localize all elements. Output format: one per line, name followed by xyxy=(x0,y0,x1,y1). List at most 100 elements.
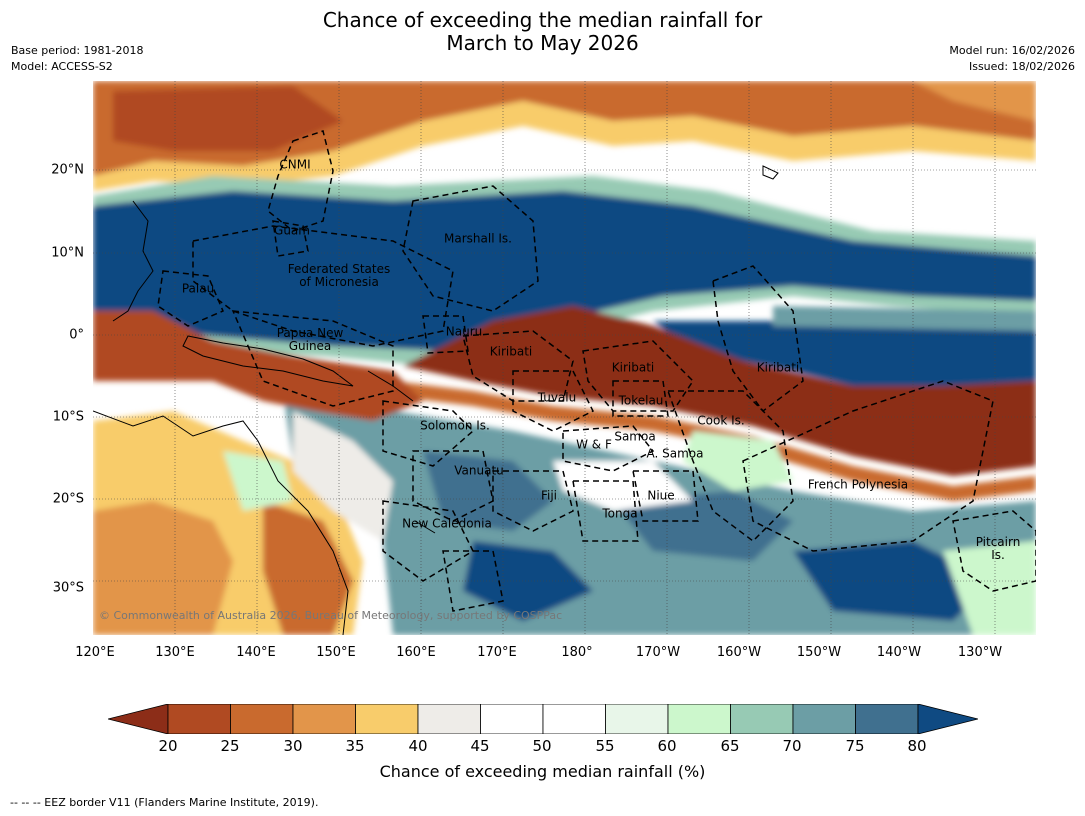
colorbar-tick: 75 xyxy=(845,737,865,755)
eez-guam xyxy=(272,220,309,257)
north-dry-region xyxy=(93,81,1036,176)
southern-green-patch-1 xyxy=(683,431,793,491)
label-french-polynesia: French Polynesia xyxy=(807,477,909,492)
colorbar-bin xyxy=(355,704,419,734)
label-palau: Palau xyxy=(181,281,215,296)
colorbar-bin xyxy=(542,704,606,734)
eez-frpoly xyxy=(742,380,994,552)
x-tick: 130°E xyxy=(155,645,195,660)
graticule xyxy=(93,81,1036,635)
australia-coast xyxy=(93,410,349,635)
eez-norfolk xyxy=(442,550,504,612)
hawaii xyxy=(762,165,779,180)
label-wallis-futuna: W & F xyxy=(576,437,612,452)
colorbar-tick: 70 xyxy=(782,737,802,755)
colorbar-tick: 50 xyxy=(532,737,552,755)
eez-footnote: -- -- -- EEZ border V11 (Flanders Marine… xyxy=(10,796,319,809)
x-tick: 140°E xyxy=(236,645,276,660)
label-fsm-line-1: Federated States xyxy=(287,262,391,276)
label-png: Papua New Guinea xyxy=(277,327,344,353)
issued-date: Issued: 18/02/2026 xyxy=(968,60,1075,73)
eez-nauru xyxy=(422,315,469,354)
label-kiribati-west: Kiribati xyxy=(489,344,533,359)
australia-brown-region xyxy=(263,501,353,635)
label-fsm-line-2: of Micronesia xyxy=(299,275,379,289)
label-vanuatu: Vanuatu xyxy=(454,463,504,478)
copyright-notice: © Commonwealth of Australia 2026, Bureau… xyxy=(99,609,563,622)
y-tick: 20°N xyxy=(51,162,84,178)
x-tick: 150°W xyxy=(796,645,842,660)
coral-sea-grey xyxy=(293,411,393,541)
eez-palau xyxy=(157,270,224,327)
base-period: Base period: 1981-2018 xyxy=(11,44,144,57)
new-guinea-coast xyxy=(182,335,354,387)
label-niue: Niue xyxy=(647,488,675,503)
label-marshall: Marshall Is. xyxy=(444,231,512,246)
equatorial-wet-east-fringe xyxy=(773,306,1036,331)
eez-wf-samoa xyxy=(562,425,655,472)
label-cnmi: CNMI xyxy=(279,157,311,172)
chart-title-line-1: Chance of exceeding the median rainfall … xyxy=(322,8,763,32)
colorbar-bin xyxy=(417,704,481,734)
southern-wet-core-3 xyxy=(793,541,993,621)
eez-kiribati-c xyxy=(582,340,694,412)
label-png-line-2: Guinea xyxy=(288,339,332,353)
coastlines xyxy=(93,165,779,635)
label-pitcairn-line-1: Pitcairn xyxy=(975,535,1021,549)
eez-solomon xyxy=(382,400,475,467)
eez-kiribati-w xyxy=(462,330,574,402)
label-tokelau: Tokelau xyxy=(618,393,664,408)
colorbar xyxy=(108,704,978,734)
colorbar-bin xyxy=(792,704,856,734)
colorbar-bin xyxy=(167,704,231,734)
x-tick: 120°E xyxy=(75,645,115,660)
new-caledonia xyxy=(414,520,436,534)
southern-wet-core-2 xyxy=(613,491,793,561)
x-tick: 160°E xyxy=(396,645,436,660)
meta-right: Model run: 16/02/2026 Issued: 18/02/2026 xyxy=(949,43,1075,75)
colorbar-bin xyxy=(667,704,731,734)
meta-left: Base period: 1981-2018 Model: ACCESS-S2 xyxy=(11,43,143,75)
philippines-coast xyxy=(112,200,154,322)
colorbar-tick: 65 xyxy=(720,737,740,755)
north-wet-band xyxy=(93,191,1036,351)
eez-fiji xyxy=(492,470,574,532)
colorbar-tick: 40 xyxy=(408,737,428,755)
colorbar-tick: 55 xyxy=(595,737,615,755)
label-nauru: Nauru xyxy=(445,324,483,339)
map-panel: CNMI Guam Marshall Is. Federated States … xyxy=(93,81,1036,635)
label-tonga: Tonga xyxy=(602,506,638,521)
y-tick: 20°S xyxy=(52,491,84,507)
eez-borders xyxy=(157,130,1036,612)
eez-cook xyxy=(666,390,794,542)
y-tick: 10°N xyxy=(51,245,84,261)
x-tick: 130°W xyxy=(957,645,1003,660)
colorbar-tick: 45 xyxy=(470,737,490,755)
colorbar-extend-low xyxy=(108,704,169,734)
eez-tuvalu xyxy=(512,370,595,432)
southern-white-patch xyxy=(553,461,693,511)
x-tick: 170°E xyxy=(477,645,517,660)
model-run: Model run: 16/02/2026 xyxy=(949,44,1075,57)
colorbar-bin xyxy=(855,704,919,734)
north-orange-ne xyxy=(913,81,1036,121)
colorbar-tick: 60 xyxy=(657,737,677,755)
eez-marshall xyxy=(402,185,539,312)
probability-map xyxy=(93,81,1036,635)
label-guam: Guam xyxy=(274,223,310,238)
north-dry-core xyxy=(113,86,343,151)
label-pitcairn: Pitcairn Is. xyxy=(976,536,1021,562)
chart-title-line-2: March to May 2026 xyxy=(446,31,639,55)
colorbar-label: Chance of exceeding median rainfall (%) xyxy=(379,762,706,781)
label-solomon-islands: Solomon Is. xyxy=(420,418,490,433)
colorbar-tick: 80 xyxy=(907,737,927,755)
colorbar-extend-high xyxy=(917,704,978,734)
colorbar-tick: 20 xyxy=(158,737,178,755)
label-kiribati-central: Kiribati xyxy=(611,360,655,375)
y-tick: 30°S xyxy=(52,580,84,596)
x-tick: 170°W xyxy=(635,645,681,660)
y-tick: 10°S xyxy=(52,409,84,425)
australia-orange-region xyxy=(93,501,233,635)
eez-newcal xyxy=(382,500,474,582)
label-samoa: Samoa xyxy=(614,429,656,444)
